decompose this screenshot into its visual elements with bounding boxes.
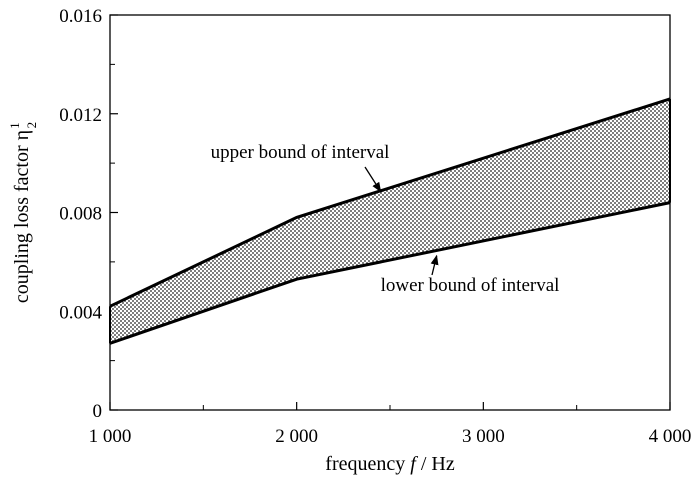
x-tick-label: 3 000: [462, 426, 505, 447]
upper-bound-arrow: [364, 166, 382, 193]
x-tick-label: 2 000: [275, 426, 318, 447]
y-axis-title-text: coupling loss factor η: [11, 130, 33, 303]
x-axis-title-unit: / Hz: [416, 453, 455, 475]
x-axis-title: frequency f / Hz: [325, 453, 455, 475]
x-tick-label: 1 000: [89, 426, 132, 447]
interval-band-group: [109, 97, 671, 345]
y-tick-label: 0.016: [59, 6, 102, 27]
plot-axes: 1 000 2 000 3 000 4 000 0 0.004 0.008 0.012 0.01…: [59, 6, 691, 447]
y-tick-label: 0.012: [59, 105, 102, 126]
y-tick-label: 0.004: [59, 302, 102, 323]
y-axis-title-sup: 1: [7, 122, 22, 129]
lower-bound-line: [109, 201, 671, 345]
interval-band: [110, 98, 670, 344]
y-tick-label: 0: [93, 401, 103, 422]
x-axis-title-symbol: f: [410, 453, 418, 475]
annotations: upper bound of interval lower bound of in…: [211, 142, 560, 296]
x-tick-label: 4 000: [649, 426, 692, 447]
y-tick-label: 0.008: [59, 204, 102, 225]
upper-bound-line: [109, 97, 671, 308]
y-axis-title-sub: 2: [24, 122, 39, 129]
x-axis-title-text: frequency: [325, 453, 410, 475]
y-axis-title: coupling loss factor η1 2: [7, 122, 39, 303]
lower-bound-arrow: [430, 254, 439, 276]
upper-bound-label: upper bound of interval: [211, 142, 390, 163]
lower-bound-label: lower bound of interval: [381, 275, 560, 296]
